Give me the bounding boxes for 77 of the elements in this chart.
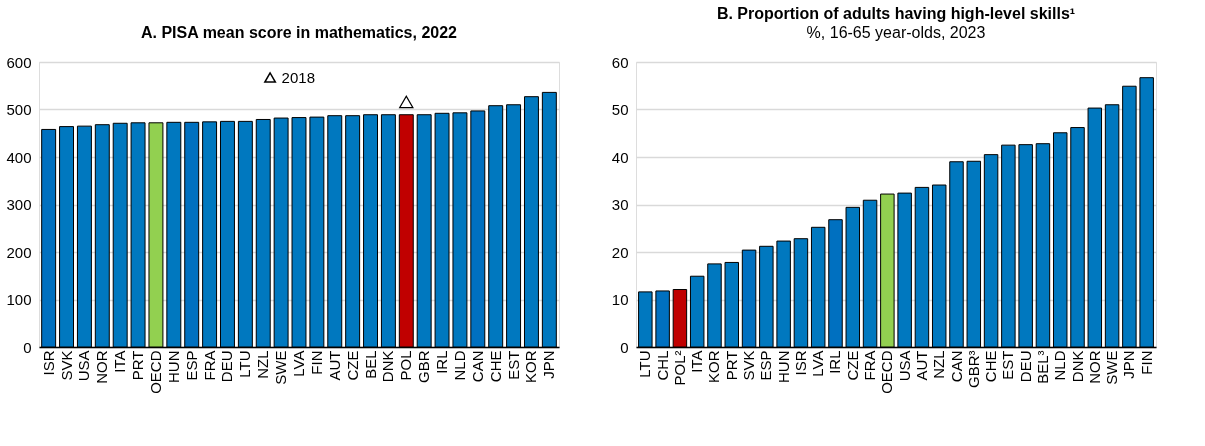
y-tick-label: 300 xyxy=(6,196,32,213)
x-tick-label: GBR³ xyxy=(964,350,982,388)
x-tick-label: LVA xyxy=(290,350,307,377)
y-tick-label: 500 xyxy=(6,101,32,118)
x-tick-label: KOR xyxy=(522,350,540,384)
x-tick-label: CAN xyxy=(947,350,965,383)
x-tick-label: ITA xyxy=(688,350,706,373)
x-tick-label: USA xyxy=(895,350,913,382)
y-tick-label: 40 xyxy=(611,148,629,166)
x-tick-label: NZL xyxy=(254,350,272,379)
x-tick-label: CAN xyxy=(468,350,486,383)
x-tick-label: NOR xyxy=(93,350,111,384)
x-tick-label: ISR xyxy=(39,350,57,376)
x-tick-label: GBR xyxy=(415,350,433,384)
x-tick-label: ITA xyxy=(111,350,129,373)
x-tick-label: AUT xyxy=(912,350,930,381)
x-tick-label: CHE xyxy=(982,350,1000,383)
x-tick-label: DEU xyxy=(218,350,236,383)
y-tick-label: 0 xyxy=(23,338,32,356)
y-tick-label: 60 xyxy=(611,53,629,71)
x-tick-label: USA xyxy=(75,350,93,382)
x-tick-label: DNK xyxy=(1068,350,1086,383)
x-tick-label: PRT xyxy=(129,350,147,381)
y-tick-label: 0 xyxy=(620,338,629,356)
x-tick-label: LTU xyxy=(636,350,654,378)
x-tick-label: DNK xyxy=(379,350,397,383)
x-tick-label: IRL xyxy=(433,350,451,374)
x-tick-label: PRT xyxy=(722,350,740,381)
x-tick-label: SVK xyxy=(740,350,758,381)
x-tick-label: ESP xyxy=(182,350,200,381)
x-tick-label: LVA xyxy=(809,350,827,377)
x-tick-label: SVK xyxy=(57,350,75,381)
x-tick-label: POL² xyxy=(670,350,688,386)
x-tick-label: KOR xyxy=(705,350,723,384)
x-tick-label: EST xyxy=(504,350,522,380)
x-tick-label: FRA xyxy=(200,350,218,381)
x-tick-label: DEU xyxy=(1016,350,1034,383)
x-tick-label: EST xyxy=(999,350,1017,380)
chart-title: B. Proportion of adults having high-level skills¹ xyxy=(716,5,1076,22)
x-tick-label: NZL xyxy=(930,350,948,379)
x-tick-label: ISR xyxy=(791,350,809,376)
x-tick-label: JPN xyxy=(1120,350,1138,379)
x-tick-label: AUT xyxy=(325,350,343,381)
x-tick-label: NOR xyxy=(1085,350,1103,384)
x-tick-label: JPN xyxy=(540,350,558,379)
x-tick-label: NLD xyxy=(1051,350,1069,381)
x-tick-label: IRL xyxy=(826,350,844,374)
x-tick-label: SWE xyxy=(1103,350,1121,385)
chart-subtitle: %, 16-65 year-olds, 2023 xyxy=(806,24,986,41)
legend-label: 2018 xyxy=(281,68,315,86)
x-tick-label: FRA xyxy=(861,350,879,381)
x-tick-label: FIN xyxy=(1137,350,1155,375)
x-tick-label: CHE xyxy=(486,350,504,383)
y-tick-label: 100 xyxy=(6,291,32,308)
y-tick-label: 50 xyxy=(611,101,629,118)
x-tick-label: CHL xyxy=(653,350,671,381)
y-tick-label: 30 xyxy=(611,196,629,213)
x-tick-label: HUN xyxy=(774,350,792,383)
x-tick-label: FIN xyxy=(307,350,325,375)
x-tick-label: POL xyxy=(397,350,415,381)
chart-title: A. PISA mean score in mathematics, 2022 xyxy=(141,24,458,41)
x-tick-label: ESP xyxy=(757,350,775,381)
x-tick-label: BEL xyxy=(361,350,379,379)
x-tick-label: HUN xyxy=(164,350,182,383)
x-tick-label: CZE xyxy=(843,350,861,381)
y-tick-label: 10 xyxy=(611,291,629,308)
x-tick-label: LTU xyxy=(236,350,254,378)
x-tick-label: OECD xyxy=(878,350,896,394)
y-tick-label: 400 xyxy=(6,148,32,166)
x-tick-label: OECD xyxy=(146,350,164,394)
x-tick-label: SWE xyxy=(272,350,290,385)
y-tick-label: 200 xyxy=(6,243,32,261)
x-tick-label: BEL³ xyxy=(1033,350,1051,384)
x-tick-label: NLD xyxy=(450,350,468,381)
x-tick-label: CZE xyxy=(343,350,361,381)
y-tick-label: 600 xyxy=(6,53,32,71)
y-tick-label: 20 xyxy=(611,243,629,261)
